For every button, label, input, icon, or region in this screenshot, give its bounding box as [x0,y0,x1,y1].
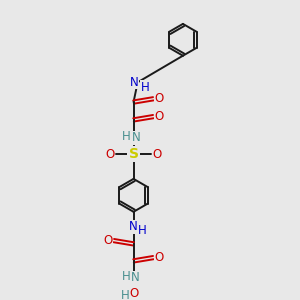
Text: H: H [122,130,131,143]
Text: N: N [132,131,141,144]
Text: O: O [153,148,162,161]
Text: N: N [129,220,137,233]
Text: N: N [131,272,140,284]
Text: H: H [122,270,131,283]
Text: H: H [138,224,147,237]
Text: O: O [103,234,112,247]
Text: S: S [128,147,139,161]
Text: O: O [105,148,114,161]
Text: O: O [155,110,164,123]
Text: H: H [121,289,130,300]
Text: H: H [141,81,150,94]
Text: O: O [155,251,164,264]
Text: O: O [155,92,164,105]
Text: O: O [130,287,139,300]
Text: N: N [130,76,139,89]
